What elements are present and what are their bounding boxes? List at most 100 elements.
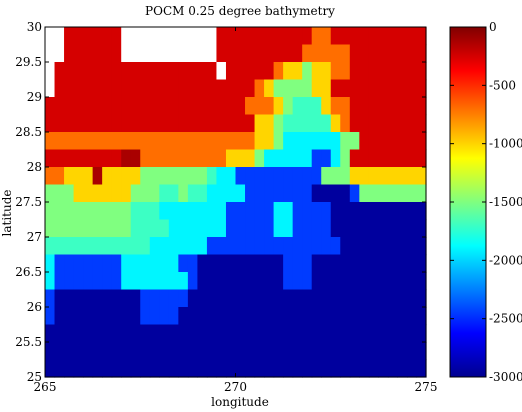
heatmap-cell [197, 149, 208, 168]
heatmap-cell [292, 132, 303, 151]
heatmap-cell [159, 272, 170, 291]
heatmap-cell [168, 254, 179, 273]
heatmap-cell [321, 254, 332, 273]
heatmap-cell [397, 114, 408, 133]
heatmap-cell [111, 237, 122, 256]
heatmap-cell [245, 27, 256, 46]
heatmap-cell [349, 307, 360, 326]
heatmap-cell [73, 114, 84, 133]
heatmap-cell [283, 307, 294, 326]
heatmap-cell [140, 272, 151, 291]
heatmap-cell [340, 237, 351, 256]
heatmap-cell [111, 272, 122, 291]
heatmap-cell [45, 359, 56, 378]
heatmap-cell [187, 202, 198, 221]
heatmap-cell [206, 184, 218, 203]
heatmap-cell [225, 97, 237, 116]
heatmap-cell [187, 114, 198, 133]
heatmap-cell [159, 184, 170, 203]
heatmap-cell [83, 307, 94, 326]
heatmap-cell [387, 27, 399, 46]
heatmap-cell [245, 237, 256, 256]
heatmap-cell [121, 289, 132, 308]
heatmap-cell [254, 237, 265, 256]
heatmap-cell [311, 79, 322, 98]
heatmap-cell [111, 289, 122, 308]
heatmap-cell [330, 272, 341, 291]
heatmap-cell [159, 27, 170, 46]
heatmap-cell [140, 254, 151, 273]
heatmap-cell [273, 254, 284, 273]
heatmap-cell [368, 79, 379, 98]
heatmap-cell [264, 114, 275, 133]
heatmap-cell [64, 289, 75, 308]
heatmap-cell [197, 342, 208, 361]
heatmap-cell [111, 359, 122, 378]
heatmap-cell [264, 44, 275, 63]
heatmap-cell [340, 132, 351, 151]
y-tick-label: 29.5 [15, 55, 42, 69]
heatmap-cell [254, 149, 265, 168]
heatmap-cell [368, 202, 379, 221]
heatmap-cell [45, 167, 56, 186]
heatmap-cell [321, 44, 332, 63]
heatmap-cell [92, 289, 103, 308]
heatmap-cell [73, 149, 84, 168]
heatmap-cell [245, 114, 256, 133]
heatmap-cell [92, 167, 103, 186]
heatmap-cell [245, 44, 256, 63]
heatmap-cell [359, 114, 370, 133]
heatmap-cell [340, 359, 351, 378]
heatmap-cell [254, 184, 265, 203]
heatmap-cell [83, 359, 94, 378]
heatmap-cell [254, 97, 265, 116]
heatmap-cell [292, 149, 303, 168]
heatmap-cell [349, 184, 360, 203]
heatmap-cell [178, 149, 189, 168]
heatmap-cell [311, 132, 322, 151]
axes: 265 270 275 25 25.5 26 26.5 27 27.5 28 28.5 29 29.5 3… [15, 20, 437, 394]
heatmap-cell [83, 202, 94, 221]
heatmap-cell [311, 167, 322, 186]
heatmap-cell [121, 359, 132, 378]
heatmap-cell [111, 342, 122, 361]
heatmap-cell [283, 114, 294, 133]
heatmap-cell [187, 27, 198, 46]
heatmap-cell [121, 202, 132, 221]
heatmap-cell [54, 167, 65, 186]
heatmap-cell [168, 132, 179, 151]
heatmap-cell [254, 324, 265, 343]
heatmap-cell [102, 97, 113, 116]
heatmap-cell [159, 342, 170, 361]
heatmap-cell [378, 114, 389, 133]
heatmap-cell [359, 219, 370, 238]
heatmap-cell [378, 237, 389, 256]
heatmap-cell [368, 324, 379, 343]
heatmap-cell [225, 27, 237, 46]
heatmap-cell [187, 272, 198, 291]
heatmap-cell [216, 289, 227, 308]
heatmap-cell [368, 342, 379, 361]
heatmap-cell [83, 97, 94, 116]
heatmap-cell [397, 202, 408, 221]
heatmap-cell [254, 289, 265, 308]
heatmap-cell [254, 132, 265, 151]
heatmap-cell [197, 27, 208, 46]
colorbar-tick-label: 0 [489, 20, 497, 34]
heatmap-cell [378, 359, 389, 378]
heatmap-cell [149, 272, 160, 291]
heatmap-cell [311, 324, 322, 343]
heatmap-cell [340, 289, 351, 308]
heatmap-cell [54, 289, 65, 308]
heatmap-cell [235, 79, 246, 98]
heatmap-cell [102, 219, 113, 238]
heatmap-cell [283, 27, 294, 46]
heatmap-cell [92, 44, 103, 63]
heatmap-cell [130, 27, 141, 46]
heatmap-cell [83, 132, 94, 151]
y-axis-label: latitude [0, 190, 14, 237]
y-tick-label: 26 [27, 300, 42, 314]
heatmap-cell [368, 149, 379, 168]
heatmap-cell [406, 167, 418, 186]
heatmap-cell [225, 202, 237, 221]
